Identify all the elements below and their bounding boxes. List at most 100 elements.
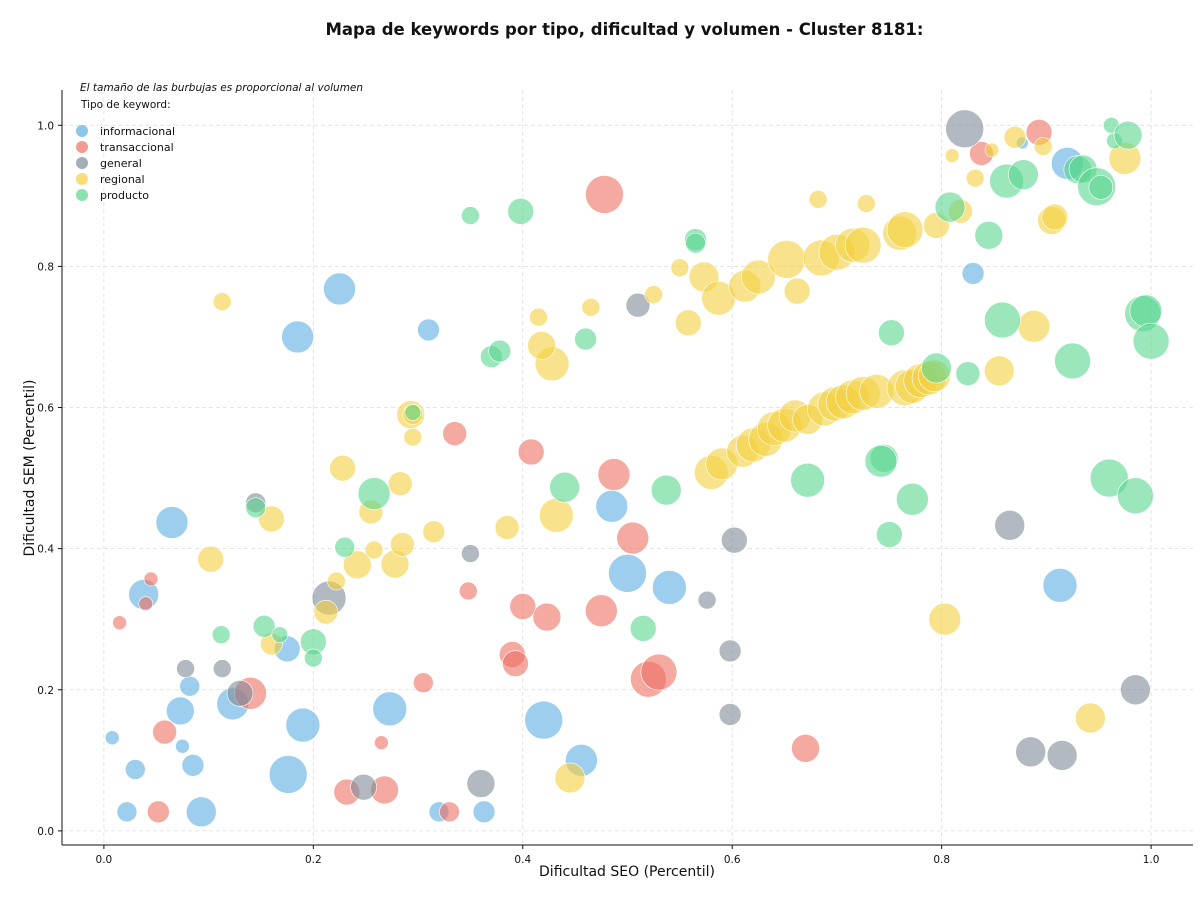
bubble-informacional bbox=[155, 506, 189, 539]
bubble-regional bbox=[1017, 310, 1051, 343]
legend-label-general: general bbox=[100, 157, 142, 170]
legend-marker-regional bbox=[76, 173, 88, 185]
legend-marker-transaccional bbox=[76, 141, 88, 153]
bubble-producto bbox=[1129, 294, 1163, 328]
bubble-regional bbox=[856, 194, 876, 213]
bubble-producto bbox=[955, 361, 981, 386]
bubble-producto bbox=[1132, 322, 1170, 360]
bubble-producto bbox=[896, 482, 929, 516]
bubble-general bbox=[212, 659, 232, 678]
bubble-informacional bbox=[285, 707, 321, 743]
bubble-producto bbox=[507, 198, 534, 225]
bubble-informacional bbox=[175, 738, 190, 754]
bubble-regional bbox=[928, 602, 962, 636]
bubble-regional bbox=[886, 211, 924, 249]
x-tick-label: 1.0 bbox=[1143, 854, 1160, 866]
bubble-regional bbox=[808, 190, 828, 209]
bubble-informacional bbox=[323, 272, 356, 306]
bubble-transaccional bbox=[152, 719, 177, 745]
bubble-producto bbox=[921, 352, 952, 384]
bubble-informacional bbox=[268, 755, 308, 794]
bubble-regional bbox=[212, 292, 232, 311]
legend-marker-general bbox=[76, 157, 88, 169]
bubble-transaccional bbox=[597, 458, 631, 491]
bubble-general bbox=[1015, 736, 1046, 768]
bubble-regional bbox=[343, 550, 372, 580]
bubble-producto bbox=[878, 319, 905, 347]
bubble-regional bbox=[965, 168, 985, 188]
bubble-transaccional bbox=[585, 594, 618, 628]
bubble-informacional bbox=[166, 696, 195, 726]
legend-label-informacional: informacional bbox=[100, 125, 175, 138]
bubble-transaccional bbox=[138, 596, 154, 611]
bubble-informacional bbox=[652, 570, 687, 605]
bubble-regional bbox=[529, 307, 548, 327]
legend-marker-producto bbox=[76, 189, 88, 201]
bubble-informacional bbox=[417, 318, 440, 342]
bubble-producto bbox=[685, 232, 706, 254]
bubble-regional bbox=[783, 277, 811, 305]
legend-label-producto: producto bbox=[100, 189, 149, 202]
bubble-transaccional bbox=[509, 593, 537, 620]
chart-title: Mapa de keywords por tipo, dificultad y … bbox=[325, 20, 924, 39]
bubble-regional bbox=[1033, 137, 1053, 156]
bubble-producto bbox=[461, 206, 480, 225]
bubble-producto bbox=[1054, 342, 1091, 380]
bubble-producto bbox=[252, 614, 276, 638]
y-tick-label: 0.2 bbox=[37, 685, 54, 697]
bubble-informacional bbox=[181, 753, 205, 777]
bubble-regional bbox=[387, 471, 413, 497]
bubble-regional bbox=[390, 532, 415, 557]
bubble-transaccional bbox=[616, 521, 650, 555]
bubble-informacional bbox=[179, 675, 201, 697]
bubble-transaccional bbox=[640, 653, 678, 691]
bubble-informacional bbox=[281, 320, 314, 354]
bubble-producto bbox=[404, 404, 422, 421]
bubble-transaccional bbox=[412, 672, 434, 694]
bubble-producto bbox=[1117, 477, 1154, 515]
y-tick-label: 0.0 bbox=[37, 826, 54, 838]
bubble-producto bbox=[934, 191, 966, 223]
bubble-producto bbox=[1089, 458, 1129, 498]
x-axis-label: Dificultad SEO (Percentil) bbox=[539, 864, 715, 880]
bubble-regional bbox=[844, 226, 882, 264]
bubble-informacional bbox=[595, 490, 629, 523]
y-tick-label: 0.6 bbox=[37, 403, 54, 415]
bubble-regional bbox=[422, 520, 446, 544]
bubble-regional bbox=[494, 515, 520, 540]
bubble-producto bbox=[1008, 159, 1039, 190]
y-tick-label: 0.8 bbox=[37, 261, 54, 273]
bubble-regional bbox=[741, 259, 776, 295]
legend: informacional transaccional general regiona… bbox=[76, 125, 175, 202]
bubble-informacional bbox=[185, 796, 217, 828]
bubble-transaccional bbox=[112, 615, 127, 631]
bubble-regional bbox=[674, 309, 702, 337]
bubble-producto bbox=[488, 339, 512, 363]
x-tick-label: 0.4 bbox=[514, 854, 531, 866]
bubble-general bbox=[697, 590, 717, 610]
bubble-producto bbox=[357, 477, 391, 510]
bubble-transaccional bbox=[374, 735, 389, 750]
bubble-regional bbox=[983, 355, 1015, 387]
bubble-producto bbox=[864, 444, 898, 478]
bubble-regional bbox=[1075, 702, 1106, 734]
size-note: El tamaño de las burbujas es proporciona… bbox=[80, 82, 363, 94]
bubble-regional bbox=[670, 258, 690, 278]
bubble-regional bbox=[403, 427, 423, 447]
bubble-producto bbox=[876, 521, 903, 548]
bubble-producto bbox=[304, 648, 323, 668]
bubble-general bbox=[994, 510, 1026, 541]
bubble-producto bbox=[629, 615, 657, 642]
bubble-regional bbox=[1041, 203, 1069, 231]
bubble-transaccional bbox=[143, 571, 159, 587]
bubble-general bbox=[1046, 740, 1078, 771]
bubble-transaccional bbox=[791, 734, 820, 763]
bubble-general bbox=[721, 526, 748, 554]
bubble-transaccional bbox=[502, 650, 529, 677]
bubble-regional bbox=[527, 331, 556, 360]
y-tick-label: 1.0 bbox=[37, 120, 54, 132]
x-tick-label: 0.8 bbox=[933, 854, 950, 866]
legend-marker-informacional bbox=[76, 125, 88, 137]
bubble-regional bbox=[327, 571, 346, 591]
